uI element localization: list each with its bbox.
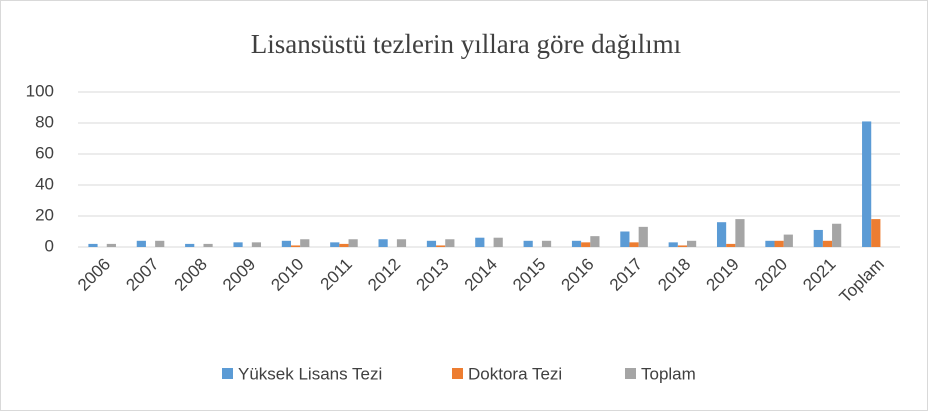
bar — [716, 222, 727, 247]
bar — [687, 240, 697, 247]
legend-swatch — [222, 368, 233, 379]
bar — [813, 229, 823, 247]
bar — [493, 237, 503, 247]
bar — [668, 242, 678, 247]
bar — [300, 239, 310, 247]
bar — [426, 240, 437, 247]
bar — [571, 240, 582, 247]
bar — [523, 240, 533, 247]
bar — [822, 240, 833, 247]
bar — [330, 242, 340, 247]
bar — [339, 243, 349, 247]
bar — [774, 240, 784, 247]
bar — [629, 242, 639, 247]
legend-label: Toplam — [641, 364, 696, 383]
bar — [620, 231, 630, 247]
bar — [783, 234, 793, 247]
y-tick-label: 20 — [35, 205, 54, 224]
legend-swatch — [625, 368, 636, 379]
bar — [348, 239, 358, 247]
bar — [590, 236, 600, 247]
chart-title: Lisansüstü tezlerin yıllara göre dağılım… — [251, 29, 681, 59]
bar — [281, 240, 291, 247]
bar — [155, 240, 165, 247]
bar — [475, 237, 485, 247]
legend-swatch — [452, 368, 463, 379]
y-tick-label: 0 — [45, 236, 54, 255]
bar — [88, 243, 98, 247]
bar — [233, 242, 243, 247]
bar — [436, 245, 446, 247]
bar — [290, 245, 301, 247]
y-tick-label: 80 — [35, 112, 54, 131]
bar — [735, 219, 745, 247]
bar — [871, 219, 881, 247]
bar — [638, 226, 648, 247]
bar — [378, 239, 388, 247]
y-tick-label: 60 — [35, 143, 54, 162]
legend-label: Yüksek Lisans Tezi — [238, 364, 382, 383]
bar — [251, 242, 262, 247]
bar — [136, 240, 146, 247]
bar — [765, 240, 775, 247]
bar — [677, 245, 688, 247]
y-tick-label: 100 — [26, 81, 54, 100]
bar — [445, 239, 455, 247]
bar — [862, 121, 872, 247]
bar — [581, 242, 591, 247]
y-tick-label: 40 — [35, 174, 54, 193]
bar — [185, 243, 195, 247]
bar — [106, 243, 116, 247]
bar — [541, 240, 552, 247]
bar — [396, 239, 407, 247]
bar — [203, 243, 213, 247]
legend-label: Doktora Tezi — [468, 364, 562, 383]
bar — [726, 243, 736, 247]
bar — [832, 223, 842, 247]
